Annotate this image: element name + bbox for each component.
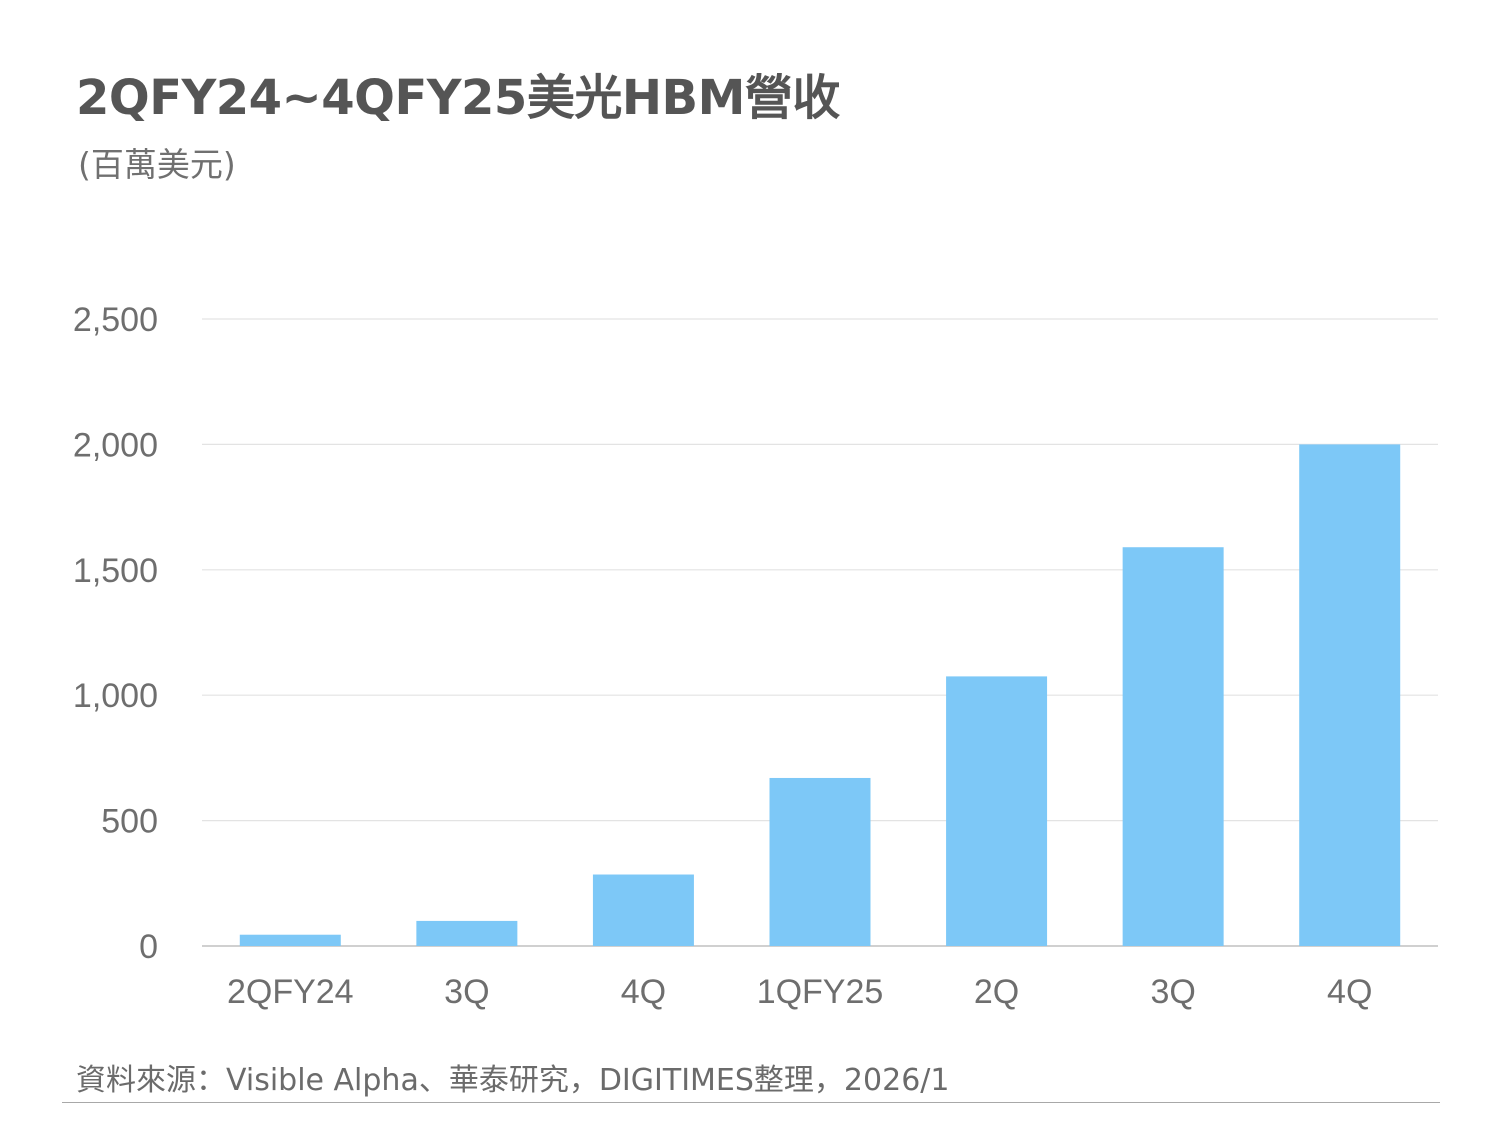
x-tick-label: 2Q (974, 973, 1019, 1011)
y-tick-label: 0 (139, 928, 158, 966)
bar-1 (239, 934, 341, 946)
chart-title: 2QFY24~4QFY25美光HBM營收 (76, 70, 840, 126)
source-note: 資料來源：Visible Alpha、華泰研究，DIGITIMES整理，2026… (76, 1063, 950, 1098)
chart-unit-label: (百萬美元) (78, 145, 236, 184)
x-axis-tick-labels: 2QFY24 3Q 4Q 1QFY25 2Q 3Q 4Q (227, 973, 1372, 1011)
bar-7 (1299, 444, 1401, 946)
bar-6 (1122, 547, 1224, 946)
y-tick-label: 2,500 (73, 301, 158, 339)
bar-5 (946, 676, 1048, 946)
bar-chart: 0 500 1,000 1,500 2,000 2,500 2QFY24 3Q 4Q 1QFY2… (73, 301, 1438, 1011)
y-tick-label: 500 (101, 803, 158, 841)
x-tick-label: 4Q (621, 973, 666, 1011)
y-axis-tick-labels: 0 500 1,000 1,500 2,000 2,500 (73, 301, 158, 966)
x-tick-label: 1QFY25 (757, 973, 884, 1011)
y-tick-label: 2,000 (73, 426, 158, 464)
y-tick-label: 1,500 (73, 552, 158, 590)
footer-divider (62, 1102, 1440, 1103)
y-tick-label: 1,000 (73, 677, 158, 715)
x-tick-label: 3Q (1150, 973, 1195, 1011)
bar-4 (769, 777, 871, 946)
bar-3 (592, 874, 694, 946)
x-tick-label: 4Q (1327, 973, 1372, 1011)
x-tick-label: 3Q (444, 973, 489, 1011)
bar-2 (416, 920, 518, 946)
bars (239, 444, 1401, 946)
x-tick-label: 2QFY24 (227, 973, 354, 1011)
